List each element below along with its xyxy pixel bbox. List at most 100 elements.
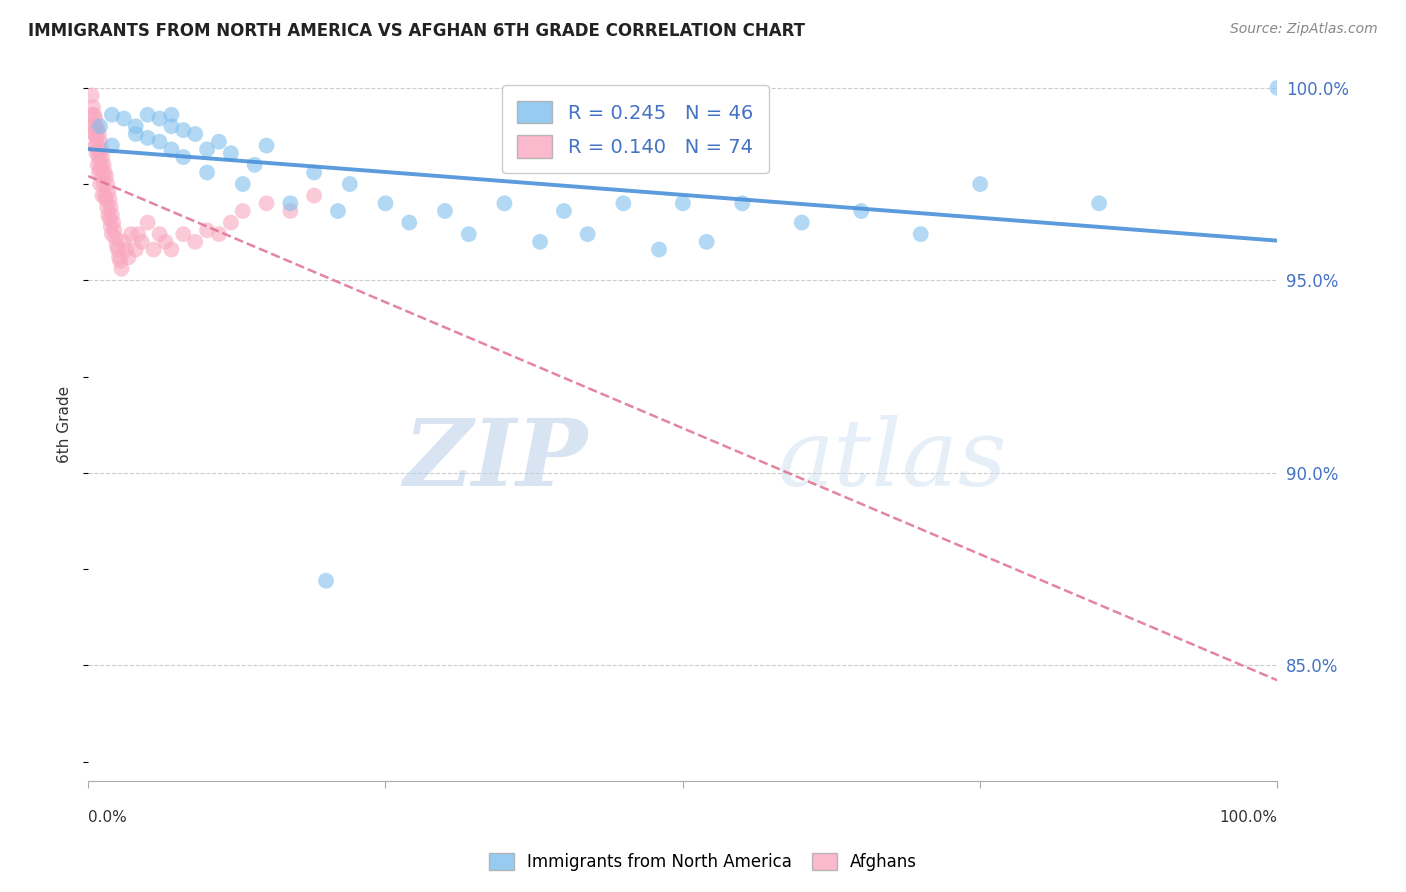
Point [84,138,107,153]
Point [83,127,105,141]
Point [136,216,159,230]
Point [184,235,207,249]
Point [172,227,194,241]
Point [91,150,114,164]
Point [184,127,207,141]
Point [195,223,218,237]
Point [127,227,149,241]
Point [125,243,148,257]
Point [172,123,194,137]
Point [648,243,671,257]
Text: IMMIGRANTS FROM NORTH AMERICA VS AFGHAN 6TH GRADE CORRELATION CHART: IMMIGRANTS FROM NORTH AMERICA VS AFGHAN … [28,22,806,40]
Point [97,185,120,199]
Point [160,120,183,134]
Point [219,146,242,161]
Point [696,235,718,249]
Point [148,112,170,126]
Point [108,250,131,264]
Point [374,196,396,211]
Point [433,204,456,219]
Text: 0.0%: 0.0% [89,810,127,824]
Point [112,235,135,249]
Point [110,261,132,276]
Point [82,120,104,134]
Point [1267,80,1289,95]
Point [86,120,108,134]
Legend: R = 0.245   N = 46, R = 0.140   N = 74: R = 0.245 N = 46, R = 0.140 N = 74 [502,86,769,173]
Point [280,196,302,211]
Point [851,204,873,219]
Legend: Immigrants from North America, Afghans: Immigrants from North America, Afghans [481,845,925,880]
Point [86,158,108,172]
Point [612,196,634,211]
Point [84,127,107,141]
Point [103,223,125,237]
Point [142,243,165,257]
Point [91,188,114,202]
Point [94,165,117,179]
Point [101,216,124,230]
Point [80,108,103,122]
Point [107,243,129,257]
Point [83,108,105,122]
Point [104,231,127,245]
Text: atlas: atlas [778,416,1008,506]
Point [86,142,108,156]
Point [148,227,170,241]
Point [101,227,124,241]
Point [969,177,991,191]
Point [112,112,135,126]
Point [91,169,114,184]
Point [120,227,142,241]
Point [232,177,254,191]
Point [89,146,111,161]
Point [256,196,278,211]
Point [87,150,110,164]
Point [208,227,231,241]
Point [339,177,361,191]
Point [125,127,148,141]
Point [195,165,218,179]
Point [576,227,599,241]
Point [89,161,111,176]
Point [89,135,111,149]
Point [110,254,132,268]
Point [731,196,754,211]
Point [315,574,337,588]
Point [96,200,118,214]
Point [86,138,108,153]
Point [326,204,349,219]
Point [553,204,575,219]
Point [87,165,110,179]
Point [117,250,139,264]
Point [208,135,231,149]
Point [160,142,183,156]
Point [302,165,325,179]
Point [83,120,105,134]
Point [398,216,420,230]
Point [790,216,813,230]
Point [96,177,118,191]
Point [910,227,932,241]
Point [115,243,138,257]
Point [93,177,115,191]
Point [84,112,107,126]
Point [160,243,183,257]
Point [160,108,183,122]
Point [90,158,112,172]
Point [101,208,124,222]
Point [87,127,110,141]
Point [219,216,242,230]
Point [86,123,108,137]
Point [195,142,218,156]
Point [243,158,266,172]
Point [529,235,551,249]
Point [98,193,121,207]
Point [131,235,153,249]
Point [100,219,122,234]
Point [232,204,254,219]
Point [457,227,479,241]
Point [101,108,124,122]
Point [155,235,177,249]
Point [280,204,302,219]
